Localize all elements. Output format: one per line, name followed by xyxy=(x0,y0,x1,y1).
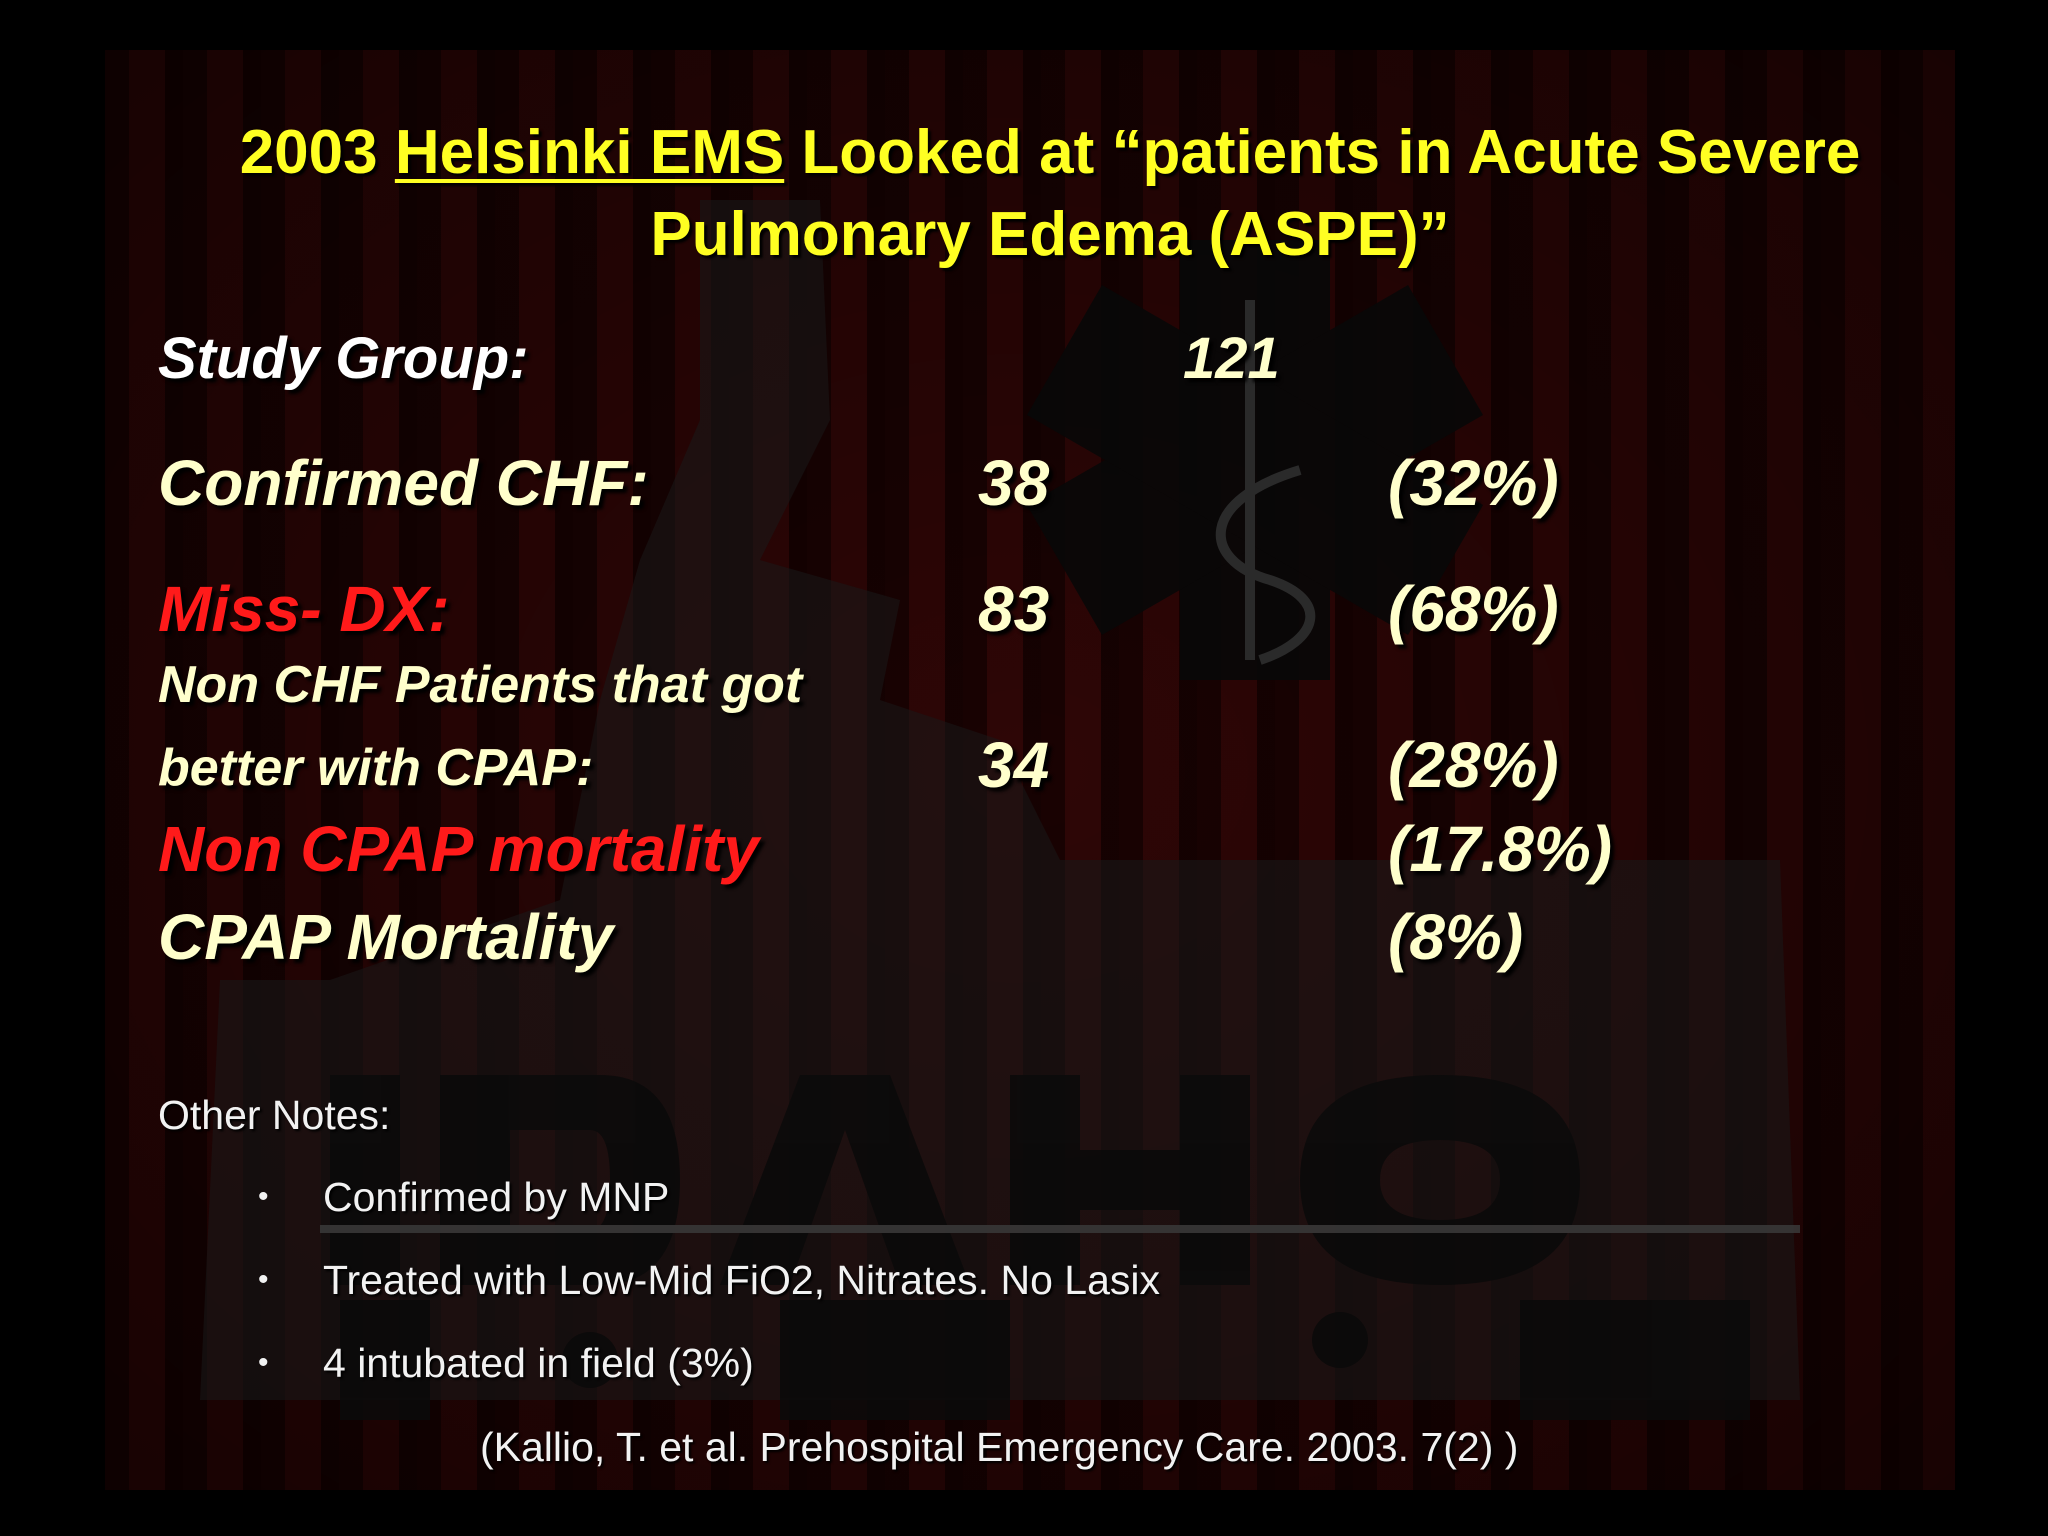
miss-dx-label: Miss- DX: xyxy=(158,573,450,645)
non-cpap-mortality-pct: (17.8%) xyxy=(1388,813,1613,885)
note-bullet-3: 4 intubated in field (3%) xyxy=(323,1340,754,1386)
bullet-icon: • xyxy=(258,1263,269,1296)
title-helsinki-ems-link[interactable]: Helsinki EMS xyxy=(394,118,785,187)
citation: (Kallio, T. et al. Prehospital Emergency… xyxy=(480,1424,1519,1470)
note-bullet-1: Confirmed by MNP xyxy=(323,1174,670,1220)
non-chf-label-line-2: better with CPAP: xyxy=(158,739,594,797)
title-line-2: Pulmonary Edema (ASPE)” xyxy=(650,200,1450,269)
note-bullet-2: Treated with Low-Mid FiO2, Nitrates. No … xyxy=(323,1257,1160,1303)
logo-letters xyxy=(320,1075,1800,1420)
confirmed-chf-count: 38 xyxy=(978,447,1050,519)
staff-snake xyxy=(1215,300,1316,665)
bullet-icon: • xyxy=(258,1346,269,1379)
title-line-1: 2003 Helsinki EMS Looked at “patients in… xyxy=(140,112,1960,194)
non-chf-count: 34 xyxy=(978,729,1050,801)
miss-dx-count: 83 xyxy=(978,573,1050,645)
study-group-label: Study Group: xyxy=(158,326,529,391)
bullet-icon: • xyxy=(258,1180,269,1213)
cpap-mortality-label: CPAP Mortality xyxy=(158,901,614,973)
slide-title: 2003 Helsinki EMS Looked at “patients in… xyxy=(140,112,1960,276)
study-group-count: 121 xyxy=(1183,326,1280,391)
title-suffix: Looked at “patients in Acute Severe xyxy=(784,118,1861,187)
miss-dx-pct: (68%) xyxy=(1388,573,1559,645)
other-notes-heading: Other Notes: xyxy=(158,1092,391,1138)
cpap-mortality-pct: (8%) xyxy=(1388,901,1524,973)
confirmed-chf-pct: (32%) xyxy=(1388,447,1559,519)
confirmed-chf-label: Confirmed CHF: xyxy=(158,447,649,519)
non-cpap-mortality-label: Non CPAP mortality xyxy=(158,813,759,885)
non-chf-pct: (28%) xyxy=(1388,729,1559,801)
title-prefix: 2003 xyxy=(239,118,395,187)
non-chf-label-line-1: Non CHF Patients that got xyxy=(158,656,803,714)
